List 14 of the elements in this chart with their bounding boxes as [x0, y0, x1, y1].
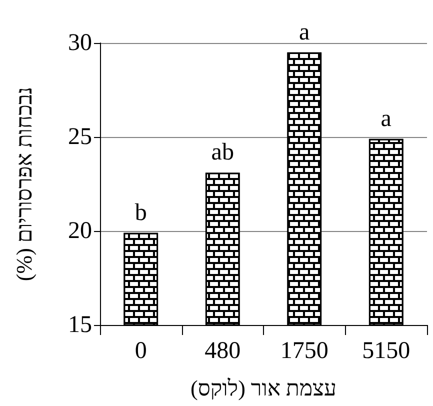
annotation: ab — [211, 140, 234, 166]
x-axis-title: עצמת אור (לוקס) — [190, 376, 336, 400]
x-tick-label: 480 — [204, 338, 241, 364]
x-tick-label: 0 — [134, 338, 147, 364]
y-tick-label: 20 — [68, 218, 92, 244]
y-tick-label: 25 — [68, 124, 92, 150]
x-tick-label: 5150 — [362, 338, 410, 364]
y-tick-label: 30 — [68, 30, 92, 56]
y-tick-label: 15 — [68, 312, 92, 338]
x-tick-label: 1750 — [280, 338, 328, 364]
annotation: b — [134, 200, 147, 226]
annotation: a — [299, 19, 310, 46]
y-axis-title: נבכחות אפרסוריום (%) — [12, 86, 36, 282]
annotation: a — [380, 106, 392, 132]
